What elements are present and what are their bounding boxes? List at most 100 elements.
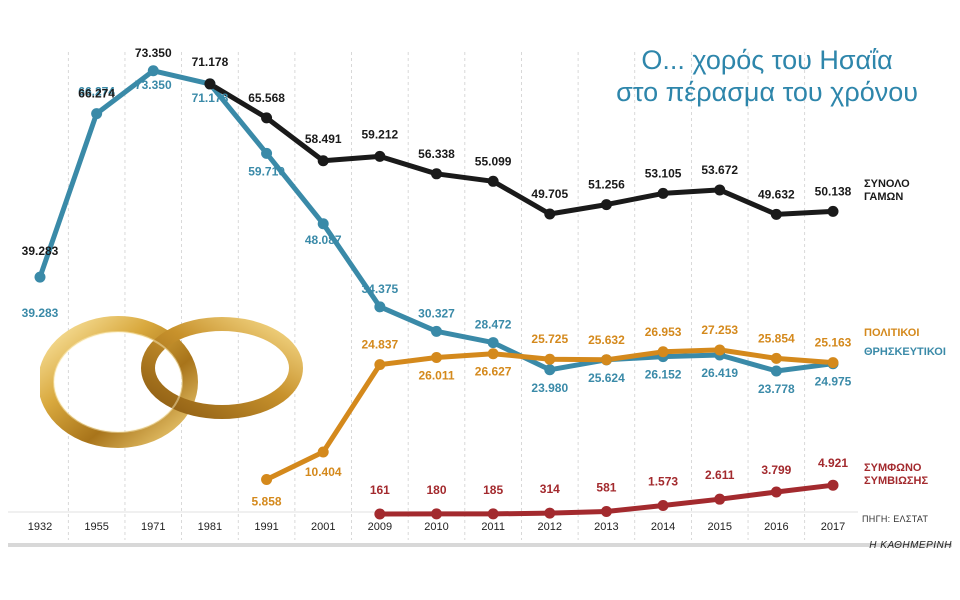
data-point-religious — [431, 325, 442, 337]
data-label-cohabitation: 4.921 — [818, 456, 848, 470]
data-label-total: 66.274 — [78, 87, 115, 101]
x-tick-label: 2011 — [481, 521, 505, 533]
data-label-total: 49.705 — [531, 187, 568, 201]
data-point-total — [657, 187, 669, 199]
data-point-total — [261, 112, 273, 124]
data-label-religious: 26.419 — [701, 366, 738, 380]
source-note: ΠΗΓΗ: ΕΛΣΤΑΤ — [862, 514, 929, 524]
gridlines — [8, 52, 858, 540]
data-point-cohabitation — [600, 505, 612, 517]
x-tick-label: 1981 — [198, 521, 222, 533]
data-label-total: 73.350 — [135, 46, 172, 60]
data-point-total — [714, 184, 726, 196]
data-point-religious — [91, 108, 103, 120]
data-point-total — [317, 155, 329, 167]
wedding-rings-illustration — [40, 316, 303, 448]
x-tick-label: 2016 — [764, 521, 788, 533]
data-point-civil — [374, 359, 386, 371]
data-label-cohabitation: 161 — [370, 483, 390, 497]
legend-civil: ΠΟΛΙΤΙΚΟΙ — [864, 327, 919, 340]
chart-title-line1: Ο... χορός του Ησαΐα — [641, 45, 893, 75]
data-point-civil — [317, 446, 329, 458]
data-point-civil — [770, 352, 782, 364]
data-point-cohabitation — [487, 508, 499, 520]
x-tick-label: 1991 — [254, 521, 278, 533]
data-point-total — [770, 208, 782, 220]
data-label-cohabitation: 180 — [426, 483, 446, 497]
data-point-total — [600, 199, 612, 211]
data-label-religious: 28.472 — [475, 318, 512, 332]
x-tick-label: 1932 — [28, 521, 52, 533]
data-point-religious — [147, 65, 159, 77]
x-tick-label: 2009 — [368, 521, 392, 533]
chart-title: Ο... χορός του Ησαΐα στο πέρασμα του χρό… — [616, 44, 918, 108]
data-label-cohabitation: 185 — [483, 483, 503, 497]
data-label-religious: 23.980 — [531, 381, 568, 395]
data-labels: 39.283 66.274 73.350 71.178 59.710 48.087 34.3… — [22, 46, 852, 509]
data-point-total — [544, 208, 556, 220]
x-tick-label: 2017 — [821, 521, 845, 533]
data-label-total: 53.672 — [701, 163, 738, 177]
legend-total: ΣΥΝΟΛΟ ΓΑΜΩΝ — [864, 178, 910, 204]
data-point-civil — [657, 346, 669, 358]
legend-cohabitation-line1: ΣΥΜΦΩΝΟ — [864, 462, 922, 474]
data-point-cohabitation — [770, 486, 782, 498]
data-point-religious — [317, 218, 329, 230]
data-label-total: 58.491 — [305, 132, 342, 146]
data-point-civil — [600, 354, 612, 366]
data-label-civil: 26.627 — [475, 365, 512, 379]
x-tick-label: 2010 — [424, 521, 448, 533]
data-point-civil — [827, 357, 839, 369]
data-label-civil: 5.858 — [252, 495, 282, 509]
data-label-religious: 25.624 — [588, 371, 625, 385]
x-tick-label: 2014 — [651, 521, 675, 533]
footer-rule — [8, 543, 952, 547]
series-line-total — [207, 81, 836, 217]
data-label-total: 56.338 — [418, 147, 455, 161]
data-label-religious: 30.327 — [418, 306, 455, 320]
data-label-civil: 10.404 — [305, 465, 342, 479]
x-tick-label: 2012 — [538, 521, 562, 533]
data-label-total: 39.283 — [22, 244, 59, 258]
data-point-total — [431, 168, 442, 180]
data-label-total: 50.138 — [815, 184, 852, 198]
data-point-cohabitation — [544, 507, 556, 519]
data-label-religious: 48.087 — [305, 233, 342, 247]
data-label-religious: 23.778 — [758, 382, 795, 396]
data-label-civil: 26.953 — [645, 325, 682, 339]
legend-religious: ΘΡΗΣΚΕΥΤΙΚΟΙ — [864, 346, 946, 359]
data-point-religious — [34, 271, 46, 283]
ring-left — [40, 316, 198, 448]
data-label-total: 59.212 — [362, 127, 399, 141]
data-point-cohabitation — [714, 493, 726, 505]
data-point-civil — [431, 351, 442, 363]
data-point-religious — [374, 301, 386, 313]
data-point-religious — [261, 147, 273, 159]
data-point-total — [827, 205, 839, 217]
data-label-civil: 25.854 — [758, 331, 795, 345]
legend-civil-line1: ΠΟΛΙΤΙΚΟΙ — [864, 327, 920, 339]
data-point-civil — [544, 353, 556, 365]
data-label-religious: 39.283 — [22, 306, 59, 320]
x-tick-label: 1955 — [84, 521, 108, 533]
ring-right — [141, 317, 303, 419]
data-label-civil: 24.837 — [362, 338, 399, 352]
chart-title-line2: στο πέρασμα του χρόνου — [616, 77, 918, 107]
x-tick-label: 1971 — [141, 521, 165, 533]
data-label-cohabitation: 314 — [540, 482, 560, 496]
data-label-religious: 71.178 — [192, 91, 229, 105]
data-label-cohabitation: 1.573 — [648, 474, 678, 488]
legend-religious-line1: ΘΡΗΣΚΕΥΤΙΚΟΙ — [864, 346, 946, 358]
data-point-religious — [544, 364, 556, 376]
series-points — [34, 65, 839, 520]
data-label-cohabitation: 3.799 — [761, 463, 791, 477]
legend-total-line2: ΓΑΜΩΝ — [864, 191, 904, 203]
data-label-religious: 73.350 — [135, 78, 172, 92]
x-tick-label: 2015 — [707, 521, 731, 533]
data-label-total: 55.099 — [475, 154, 512, 168]
data-point-total — [204, 78, 216, 90]
data-point-total — [487, 175, 499, 187]
data-point-cohabitation — [374, 508, 386, 520]
data-label-cohabitation: 581 — [596, 480, 616, 494]
